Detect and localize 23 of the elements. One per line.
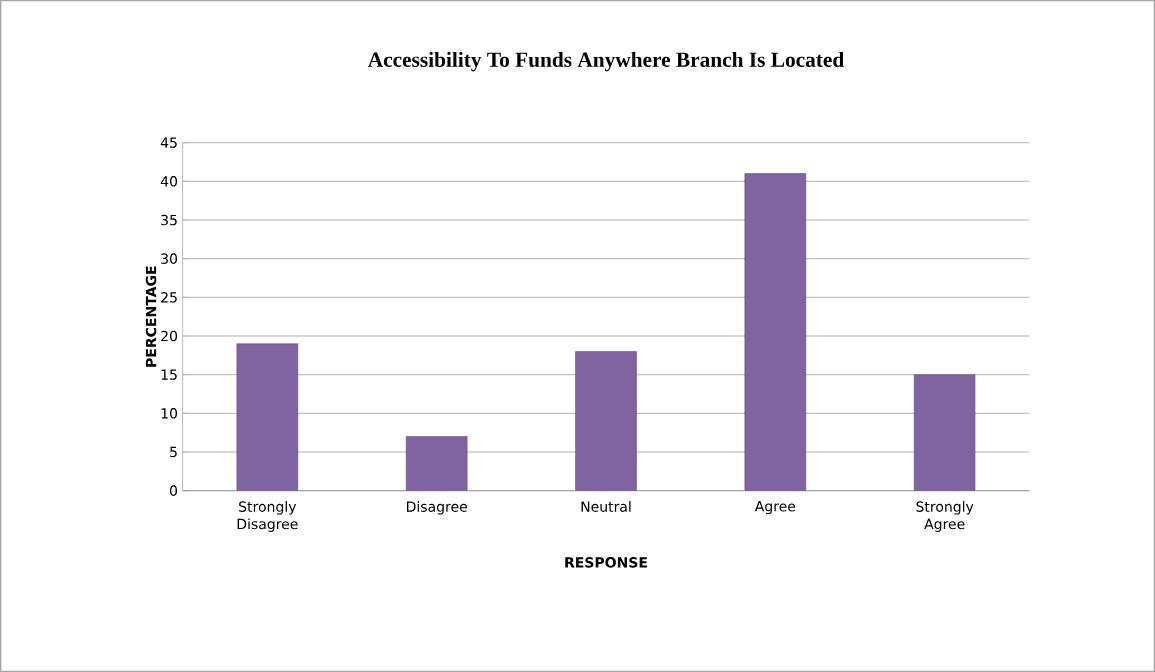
y-tick-label: 35 <box>161 214 177 226</box>
bar <box>744 173 807 491</box>
x-tick-label: Strongly Agree <box>916 501 974 532</box>
x-tick-label: Neutral <box>581 501 631 512</box>
y-tick-label: 40 <box>160 176 178 187</box>
bar <box>405 436 468 491</box>
y-tick-label: 15 <box>161 369 177 380</box>
y-tick-label: 10 <box>161 408 178 419</box>
bar <box>913 374 976 491</box>
y-tick-label: 5 <box>170 446 177 458</box>
x-tick-label: Agree <box>754 501 796 515</box>
bar <box>236 343 299 491</box>
y-axis-title: PERCENTAGE <box>145 266 157 367</box>
y-tick-label: 45 <box>160 137 177 148</box>
y-tick-label: 25 <box>161 292 177 303</box>
y-tick-label: 0 <box>169 485 178 496</box>
x-tick-label: Disagree <box>407 501 467 515</box>
chart-title: Accessibility To Funds Anywhere Branch Is Located <box>367 51 844 72</box>
bar <box>575 351 637 491</box>
x-tick-label: Strongly Disagree <box>237 501 298 532</box>
y-tick-label: 30 <box>161 253 178 264</box>
x-axis-title: RESPONSE <box>565 557 647 568</box>
y-tick-label: 20 <box>161 330 178 342</box>
